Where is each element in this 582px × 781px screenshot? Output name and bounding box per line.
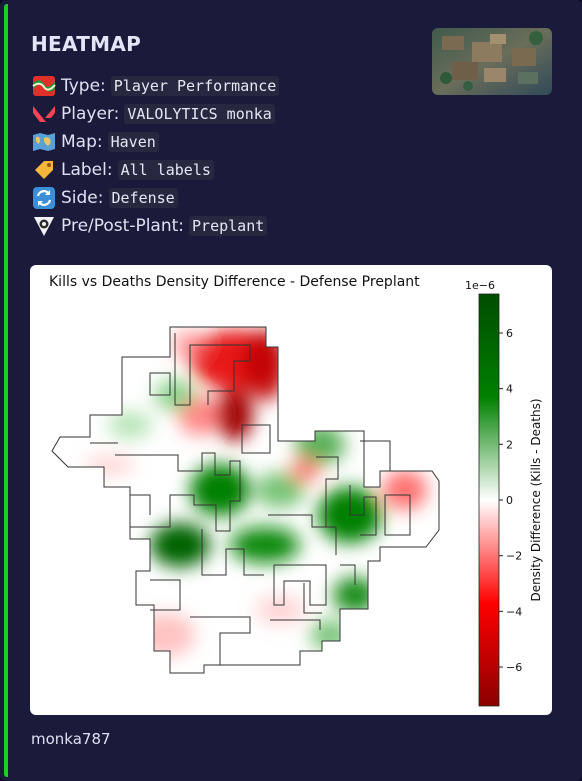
- heat-blob: [135, 613, 195, 657]
- heat-blob: [255, 472, 305, 508]
- heat-blob: [383, 470, 427, 510]
- field-label: Label:: [61, 160, 113, 180]
- colorbar-tick-label: 0: [506, 494, 513, 507]
- field-label: Player:: [61, 104, 120, 124]
- field-value: Player Performance: [110, 76, 280, 96]
- heat-blob: [290, 458, 320, 482]
- chart-title: Kills vs Deaths Density Difference - Def…: [49, 274, 420, 290]
- valorant-logo-icon: [31, 101, 57, 127]
- refresh-arrows-icon: [31, 185, 57, 211]
- colorbar-tick-label: 4: [506, 383, 513, 396]
- embed-fields: Type: Player Performance Player: VALOLYT…: [31, 72, 280, 240]
- embed-accent-bar: [4, 4, 8, 777]
- map-thumbnail-image[interactable]: [432, 28, 552, 95]
- heatmap-chart[interactable]: Kills vs Deaths Density Difference - Def…: [30, 265, 552, 715]
- label-tag-icon: [31, 157, 57, 183]
- colorbar-tick-label: −6: [506, 661, 522, 674]
- heat-blob: [108, 411, 152, 439]
- field-value: Defense: [108, 188, 178, 208]
- field-label: Pre/Post-Plant:: [61, 216, 185, 236]
- colorbar-tick-label: −4: [506, 605, 522, 618]
- heat-blob: [230, 527, 300, 563]
- field-label-filter: Label: All labels: [31, 156, 279, 184]
- heat-blob: [333, 577, 377, 613]
- spike-icon: [31, 213, 57, 239]
- colorbar: [478, 293, 500, 707]
- field-type: Type: Player Performance: [31, 72, 280, 100]
- heat-blob: [310, 620, 350, 650]
- field-label: Map:: [61, 132, 103, 152]
- heat-blob: [85, 455, 135, 475]
- field-value: Preplant: [189, 216, 268, 236]
- field-value: Haven: [107, 132, 159, 152]
- colorbar-tick-label: 2: [506, 438, 513, 451]
- heat-blob: [190, 464, 250, 516]
- colorbar-tick-label: −2: [506, 550, 522, 563]
- field-plant: Pre/Post-Plant: Preplant: [31, 212, 279, 240]
- heat-blob: [217, 389, 253, 441]
- field-label: Type:: [61, 76, 106, 96]
- map-outline: [51, 326, 440, 674]
- colorbar-tick-label: 6: [506, 327, 513, 340]
- heat-blob: [150, 523, 210, 567]
- field-label: Side:: [61, 188, 104, 208]
- field-map: Map: Haven: [31, 128, 279, 156]
- heat-blob: [255, 595, 305, 625]
- world-map-icon: [31, 129, 57, 155]
- field-value: VALOLYTICS monka: [124, 104, 275, 124]
- colorbar-multiplier: 1e−6: [465, 279, 495, 292]
- field-side: Side: Defense: [31, 184, 279, 212]
- heatmap-icon: [31, 73, 57, 99]
- field-player: Player: VALOLYTICS monka: [31, 100, 279, 128]
- embed-title: HEATMAP: [31, 32, 142, 56]
- colorbar-label: Density Difference (Kills - Deaths): [529, 398, 543, 601]
- embed-footer: monka787: [31, 730, 111, 748]
- field-value: All labels: [117, 160, 214, 180]
- heat-blob: [243, 329, 287, 401]
